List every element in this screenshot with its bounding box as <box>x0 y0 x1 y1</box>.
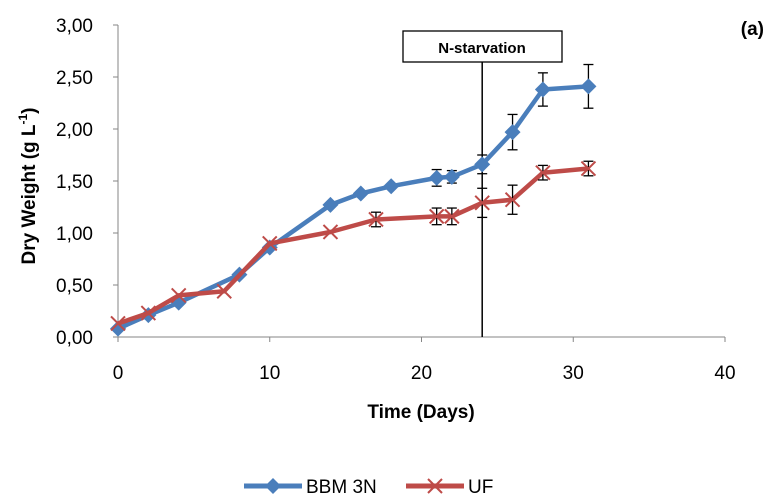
data-point-bbm3n <box>352 185 369 202</box>
y-axis-title: Dry Weight (g L-1) <box>16 107 40 264</box>
data-point-uf <box>170 287 187 304</box>
legend-item-uf: UF <box>406 477 493 498</box>
axes: 0,00 0,50 1,00 1,50 2,00 2,50 3,00 0 10 20 30 40 <box>56 16 736 384</box>
data-point-bbm3n <box>443 168 460 185</box>
y-tick-label: 2,00 <box>56 120 93 141</box>
x-tick-label: 30 <box>563 363 584 384</box>
series-line-bbm3n <box>117 84 589 331</box>
y-axis-title-main: Dry Weight (g L <box>19 124 40 264</box>
series-layer <box>110 63 597 337</box>
y-tick-label: 3,00 <box>56 16 93 37</box>
data-point-uf <box>580 160 597 177</box>
panel-label: (a) <box>741 19 764 40</box>
data-point-uf <box>216 283 232 299</box>
y-tick-label: 1,50 <box>56 172 93 193</box>
data-point-bbm3n <box>534 81 551 98</box>
annotation-layer: N-starvation <box>402 30 563 337</box>
data-point-bbm3n <box>474 156 491 173</box>
x-tick-label: 10 <box>259 363 280 384</box>
data-point-bbm3n <box>383 178 400 195</box>
data-point-uf <box>428 208 445 225</box>
legend-label-uf: UF <box>468 477 493 498</box>
n-starvation-label: N-starvation <box>438 40 526 57</box>
data-point-uf <box>504 192 521 208</box>
y-tick-label: 2,50 <box>56 68 93 89</box>
legend: BBM 3N UF <box>244 477 493 498</box>
y-axis-title-close: ) <box>19 107 40 113</box>
data-point-uf <box>322 224 339 240</box>
legend-label-bbm3n: BBM 3N <box>306 477 377 498</box>
y-tick-label: 0,50 <box>56 276 93 297</box>
data-point-uf <box>110 315 126 332</box>
legend-item-bbm3n: BBM 3N <box>244 477 377 498</box>
series-uf <box>110 160 597 332</box>
data-point-uf <box>444 208 460 225</box>
legend-marker-uf <box>427 478 443 494</box>
x-tick-label: 40 <box>714 363 735 384</box>
data-point-uf <box>368 211 384 228</box>
data-point-bbm3n <box>428 169 445 186</box>
x-tick-label: 20 <box>411 363 432 384</box>
y-axis-title-sup: -1 <box>16 113 30 124</box>
data-point-bbm3n <box>110 320 126 337</box>
data-point-uf <box>474 195 490 211</box>
x-tick-label: 0 <box>113 363 124 384</box>
data-point-uf <box>535 164 551 181</box>
y-tick-label: 1,00 <box>56 224 93 245</box>
data-point-bbm3n <box>322 196 339 213</box>
data-point-bbm3n <box>504 124 521 141</box>
data-point-uf <box>262 235 278 252</box>
y-tick-label: 0,00 <box>56 328 93 349</box>
legend-marker-bbm3n <box>265 478 281 494</box>
x-axis-title: Time (Days) <box>367 402 474 423</box>
data-point-bbm3n <box>580 78 597 95</box>
data-point-uf <box>140 305 157 321</box>
